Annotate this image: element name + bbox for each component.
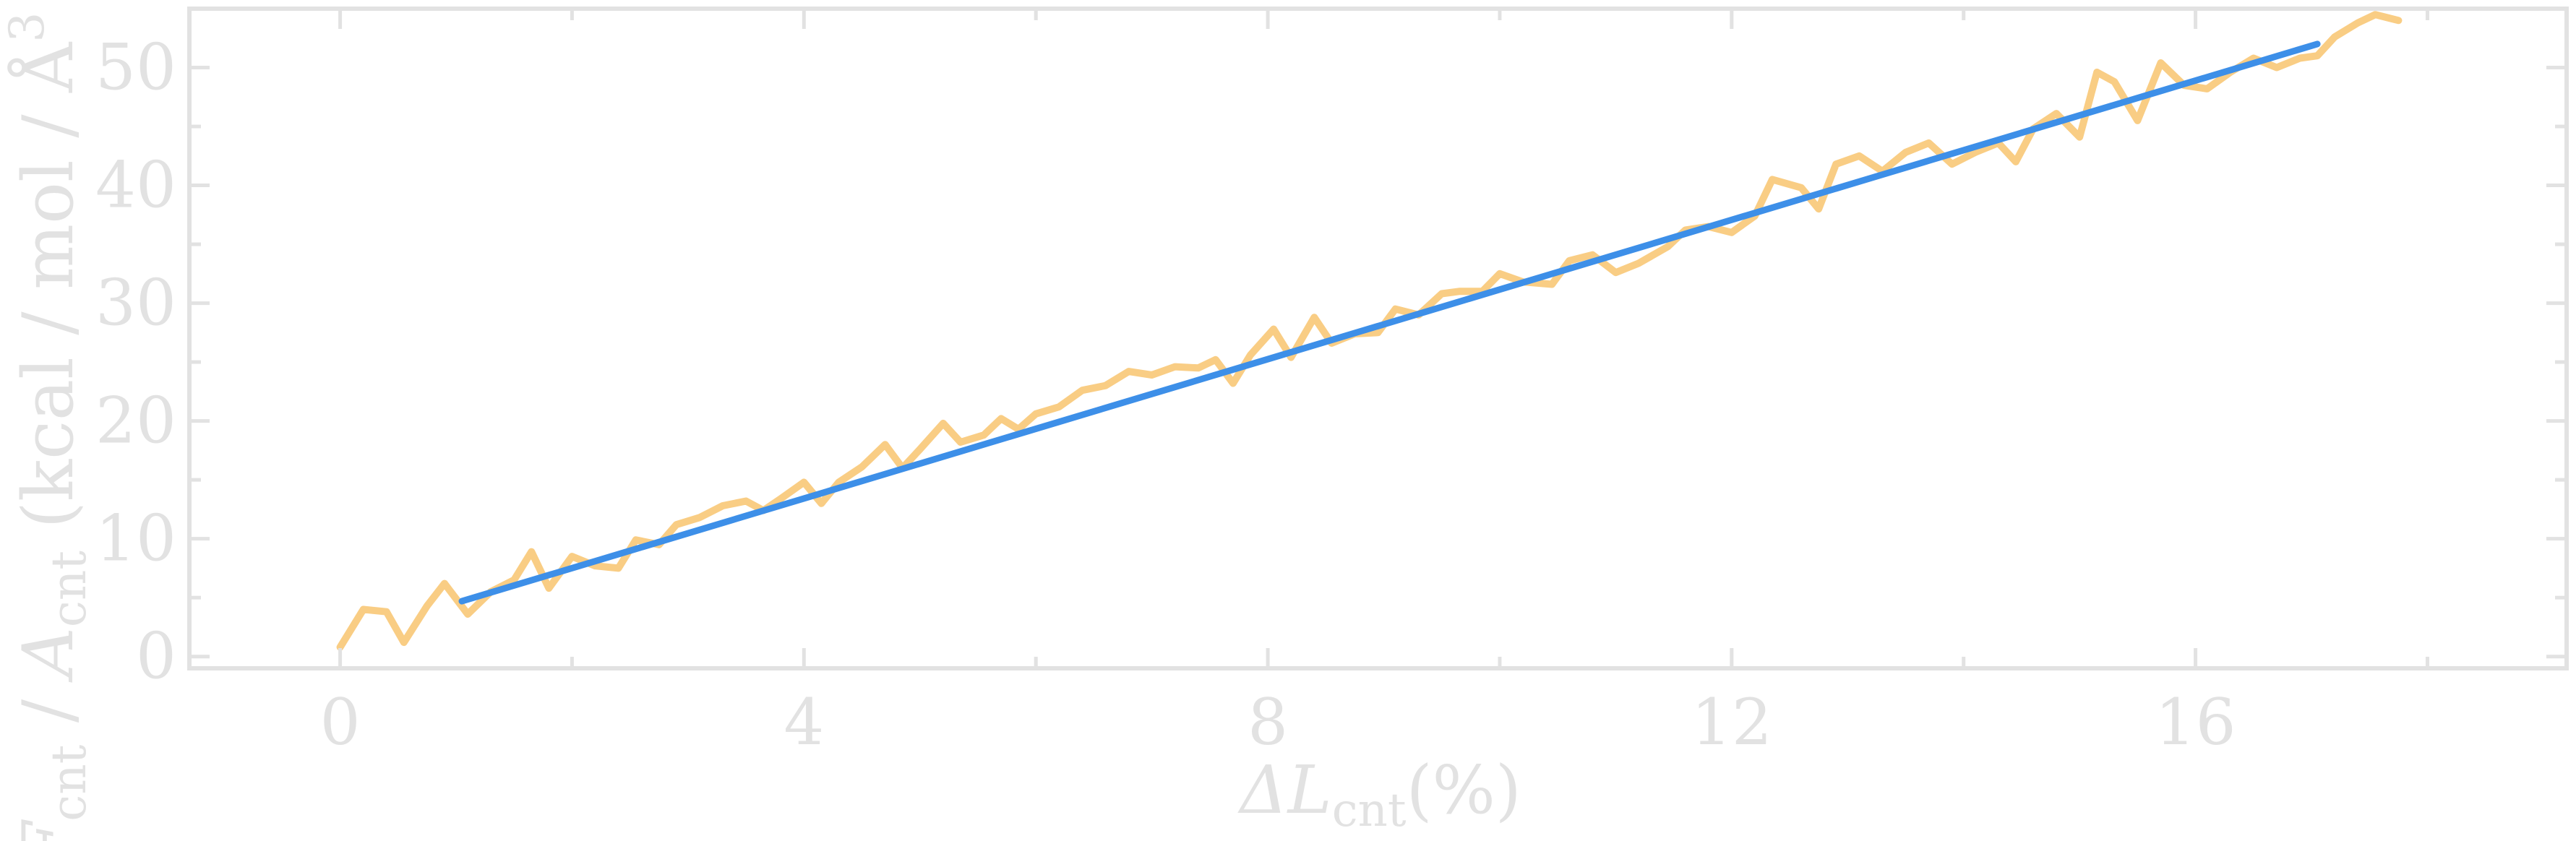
y-label-a: A xyxy=(8,627,89,683)
y-tick-label: 10 xyxy=(95,501,176,576)
x-tick-label: 4 xyxy=(783,685,824,759)
y-label-a-sub: cnt xyxy=(41,551,97,627)
y-label-separator: / xyxy=(8,677,89,744)
y-label-f: F xyxy=(8,819,89,841)
y-label-unit: (kcal / mol / Å xyxy=(8,41,89,551)
x-tick-label: 16 xyxy=(2155,685,2236,759)
svg-text:Fcnt / Acnt (kcal / mol / Å3: Fcnt / Acnt (kcal / mol / Å3 xyxy=(0,12,97,841)
x-tick-label: 8 xyxy=(1248,685,1288,759)
y-tick-label: 40 xyxy=(95,148,176,223)
y-label-f-sub: cnt xyxy=(41,745,97,821)
plot-area xyxy=(187,7,2569,670)
x-label-sub: cnt xyxy=(1332,784,1407,837)
x-label-main: ΔL xyxy=(1237,751,1332,829)
x-tick-label: 12 xyxy=(1691,685,1772,759)
x-tick-label: 0 xyxy=(320,685,361,759)
x-label-unit: (%) xyxy=(1407,751,1521,829)
y-axis-label: Fcnt / Acnt (kcal / mol / Å3 xyxy=(0,12,97,841)
y-tick-label: 20 xyxy=(95,384,176,458)
x-axis-label: ΔLcnt(%) xyxy=(1237,751,1521,837)
y-label-sup: 3 xyxy=(0,12,55,43)
y-tick-label: 50 xyxy=(95,30,176,105)
y-tick-label: 30 xyxy=(95,266,176,340)
plot-frame xyxy=(187,7,2569,670)
axis-ticks: 0 4 8 12 16 0 10 20 30 40 50 xyxy=(95,9,2567,759)
svg-text:ΔLcnt(%): ΔLcnt(%) xyxy=(1237,751,1521,837)
y-tick-label: 0 xyxy=(136,619,176,694)
series-line-fit xyxy=(458,40,2321,605)
